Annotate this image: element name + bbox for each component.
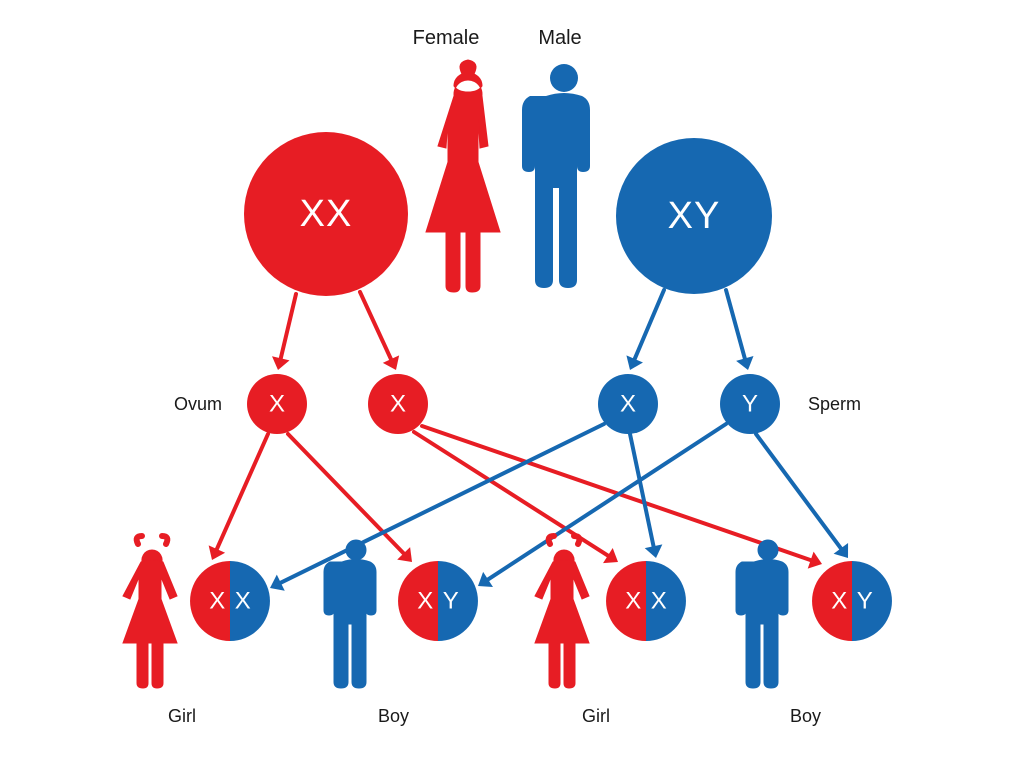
offspring-boy1-figure <box>324 540 376 688</box>
parent-female-figure <box>426 60 500 292</box>
arrow-line <box>360 292 391 359</box>
parent-female-genotype-text: XX <box>300 193 353 235</box>
arrow-line <box>635 290 664 359</box>
diagram-canvas: Female Male XX XY XXXY Ovum Sperm XXGirl… <box>0 0 1024 768</box>
arrows-layer <box>209 290 848 591</box>
label-sperm: Sperm <box>808 394 861 414</box>
arrow-line <box>281 294 296 358</box>
label-ovum: Ovum <box>174 394 222 414</box>
arrow-line <box>756 434 841 548</box>
offspring-boy2-right-letter: Y <box>857 588 873 615</box>
offspring-girl2-right-letter: X <box>651 588 667 615</box>
gametes-layer: XXXY <box>247 374 780 434</box>
arrow-line <box>726 290 745 358</box>
arrow-line <box>217 434 268 549</box>
offspring-boy2-left-letter: X <box>831 588 847 615</box>
offspring-girl1-figure <box>123 536 177 688</box>
label-female: Female <box>413 27 480 49</box>
parent-male-genotype-text: XY <box>668 195 721 237</box>
offspring-girl2-left-letter: X <box>625 588 641 615</box>
parent-female-genotype: XX <box>244 132 408 296</box>
offspring-girl1-right-letter: X <box>235 588 251 615</box>
offspring-boy1-label: Boy <box>378 706 409 726</box>
parent-male-genotype: XY <box>616 138 772 294</box>
offspring-boy1-right-letter: Y <box>443 588 459 615</box>
gamete-ovum2-letter: X <box>390 391 406 418</box>
arrow-line <box>422 426 811 560</box>
gamete-sperm1-letter: X <box>620 391 636 418</box>
arrow-line <box>630 434 654 546</box>
offspring-boy2-figure <box>736 540 788 688</box>
offspring-girl1-left-letter: X <box>209 588 225 615</box>
gamete-sperm2-letter: Y <box>742 391 758 418</box>
offspring-girl2-figure <box>535 536 589 688</box>
offspring-boy2-label: Boy <box>790 706 821 726</box>
offspring-boy1-left-letter: X <box>417 588 433 615</box>
arrow-line <box>288 434 404 553</box>
offspring-girl2-label: Girl <box>582 706 610 726</box>
arrow-head <box>645 544 663 558</box>
parent-male-figure <box>522 64 590 288</box>
label-male: Male <box>538 27 581 49</box>
offspring-girl1-label: Girl <box>168 706 196 726</box>
gamete-ovum1-letter: X <box>269 391 285 418</box>
